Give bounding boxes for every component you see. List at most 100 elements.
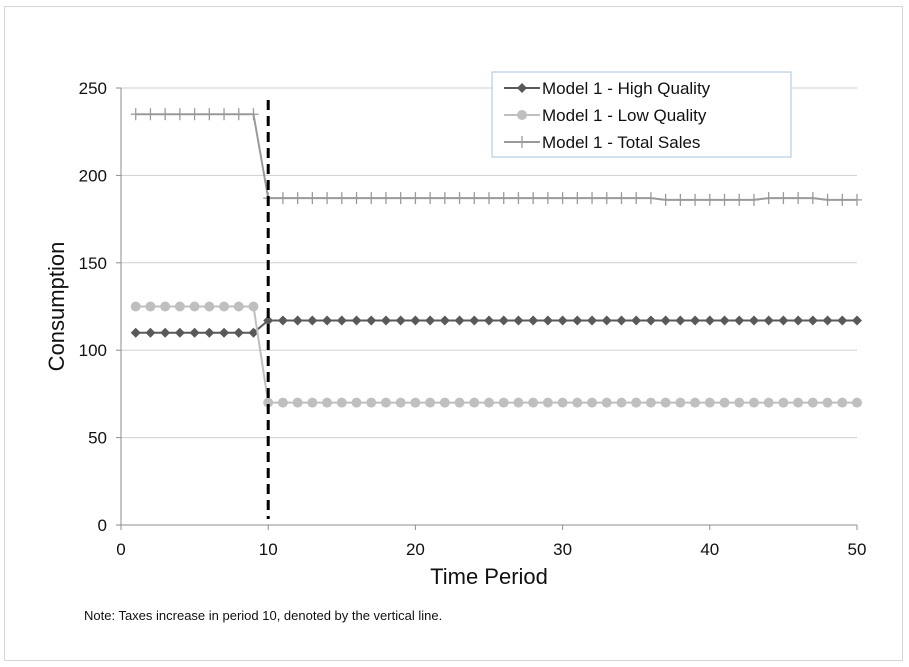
data-point-plus [542, 192, 553, 205]
data-point-circle [690, 397, 701, 408]
data-point-diamond [587, 315, 598, 326]
y-tick-label: 250 [79, 79, 107, 98]
data-point-circle [852, 397, 862, 408]
data-point-circle [219, 301, 230, 312]
data-point-plus [322, 192, 333, 205]
data-point-circle [425, 397, 436, 408]
legend-label: Model 1 - Total Sales [542, 133, 700, 152]
data-point-circle [601, 397, 612, 408]
x-axis-title: Time Period [430, 564, 548, 589]
data-point-diamond [822, 315, 833, 326]
data-point-plus [822, 193, 833, 206]
data-point-circle [454, 397, 465, 408]
y-tick-label: 0 [98, 516, 107, 535]
data-point-plus [616, 192, 627, 205]
data-point-plus [645, 192, 656, 205]
data-point-diamond [233, 327, 244, 338]
data-point-diamond [204, 327, 215, 338]
x-tick-label: 40 [700, 540, 719, 559]
data-point-diamond [248, 327, 259, 338]
data-point-plus [587, 192, 598, 205]
data-point-circle [572, 397, 583, 408]
data-point-plus [528, 192, 539, 205]
data-point-plus [454, 192, 465, 205]
data-point-diamond [380, 315, 391, 326]
data-point-diamond [160, 327, 171, 338]
data-point-diamond [484, 315, 494, 326]
data-point-diamond [704, 315, 715, 326]
data-point-circle [675, 397, 686, 408]
data-point-diamond [307, 315, 318, 326]
data-point-diamond [322, 315, 333, 326]
data-point-plus [601, 192, 612, 205]
data-point-circle [145, 301, 156, 312]
data-point-circle [517, 110, 527, 120]
data-point-circle [542, 397, 553, 408]
data-point-circle [233, 301, 244, 312]
data-point-circle [587, 397, 598, 408]
data-point-diamond [189, 327, 200, 338]
data-point-diamond [292, 315, 303, 326]
data-point-circle [160, 301, 171, 312]
data-point-plus [204, 108, 215, 121]
data-point-circle [248, 301, 259, 312]
data-point-circle [660, 397, 671, 408]
data-point-diamond [145, 327, 156, 338]
data-point-plus [469, 192, 480, 205]
data-point-plus [660, 193, 671, 206]
data-point-diamond [645, 315, 656, 326]
data-point-diamond [410, 315, 421, 326]
data-point-circle [174, 301, 185, 312]
data-point-circle [616, 397, 627, 408]
data-point-circle [263, 397, 274, 408]
data-point-diamond [528, 315, 539, 326]
data-point-plus [498, 192, 509, 205]
data-point-plus [248, 108, 259, 121]
y-tick-label: 150 [79, 254, 107, 273]
data-point-plus [292, 192, 303, 205]
data-point-plus [380, 192, 391, 205]
x-tick-label: 20 [406, 540, 425, 559]
data-point-diamond [660, 315, 671, 326]
data-point-circle [822, 397, 833, 408]
data-point-circle [277, 397, 288, 408]
data-point-diamond [837, 315, 848, 326]
data-point-diamond [763, 315, 774, 326]
data-point-plus [837, 193, 848, 206]
data-point-plus [277, 192, 288, 205]
data-point-plus [160, 108, 171, 121]
data-point-diamond [517, 83, 527, 93]
data-point-circle [645, 397, 656, 408]
y-tick-label: 100 [79, 341, 107, 360]
data-point-plus [557, 192, 568, 205]
data-point-plus [748, 193, 759, 206]
data-point-plus [366, 192, 377, 205]
data-point-plus [351, 192, 362, 205]
data-point-plus [219, 108, 230, 121]
data-point-plus [425, 192, 436, 205]
data-point-circle [719, 397, 730, 408]
data-point-circle [484, 397, 494, 408]
data-point-circle [366, 397, 377, 408]
y-tick-label: 200 [79, 166, 107, 185]
data-point-plus [145, 108, 156, 121]
data-point-diamond [498, 315, 509, 326]
data-point-circle [498, 397, 509, 408]
data-point-circle [351, 397, 362, 408]
data-point-diamond [439, 315, 450, 326]
data-point-plus [675, 193, 686, 206]
data-point-plus [395, 192, 406, 205]
data-point-diamond [601, 315, 612, 326]
data-point-diamond [351, 315, 362, 326]
legend-item: Model 1 - High Quality [504, 79, 711, 98]
axes: 0 50 100 150 200 250 0 10 20 30 40 50 [79, 79, 867, 559]
data-point-circle [469, 397, 480, 408]
data-point-diamond [719, 315, 730, 326]
data-point-diamond [277, 315, 288, 326]
data-point-circle [837, 397, 848, 408]
data-point-diamond [336, 315, 347, 326]
data-point-diamond [748, 315, 759, 326]
series-2 [130, 301, 862, 408]
data-point-circle [410, 397, 421, 408]
